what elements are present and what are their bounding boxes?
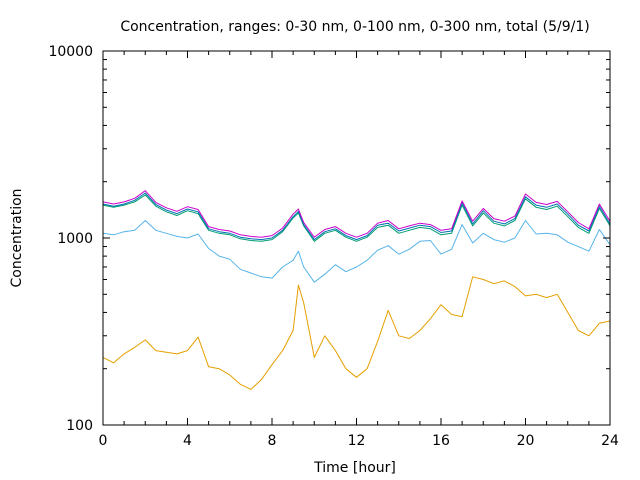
y-tick-label: 10000 xyxy=(48,44,93,60)
y-tick-label: 1000 xyxy=(57,231,93,247)
y-tick-label: 100 xyxy=(66,418,93,434)
x-tick-label: 12 xyxy=(348,433,366,449)
series-line-3 xyxy=(102,194,611,242)
x-tick-label: 4 xyxy=(183,433,192,449)
series-line-5 xyxy=(102,190,611,238)
plot-frame xyxy=(102,50,611,426)
ticks-layer: 0 4 8 12 16 20 24 100 1000 10000 xyxy=(48,44,619,449)
x-tick-label: 0 xyxy=(99,433,108,449)
chart-title: Concentration, ranges: 0-30 nm, 0-100 nm… xyxy=(120,19,589,35)
x-tick-label: 20 xyxy=(517,433,535,449)
series-line-2 xyxy=(102,220,611,283)
x-tick-label: 24 xyxy=(601,433,619,449)
series-line-4 xyxy=(102,192,611,241)
y-axis-label: Concentration xyxy=(9,188,25,287)
series-layer xyxy=(102,190,611,390)
series-line-1 xyxy=(102,276,611,390)
x-axis-label: Time [hour] xyxy=(313,460,396,476)
x-tick-label: 8 xyxy=(268,433,277,449)
x-tick-label: 16 xyxy=(432,433,450,449)
